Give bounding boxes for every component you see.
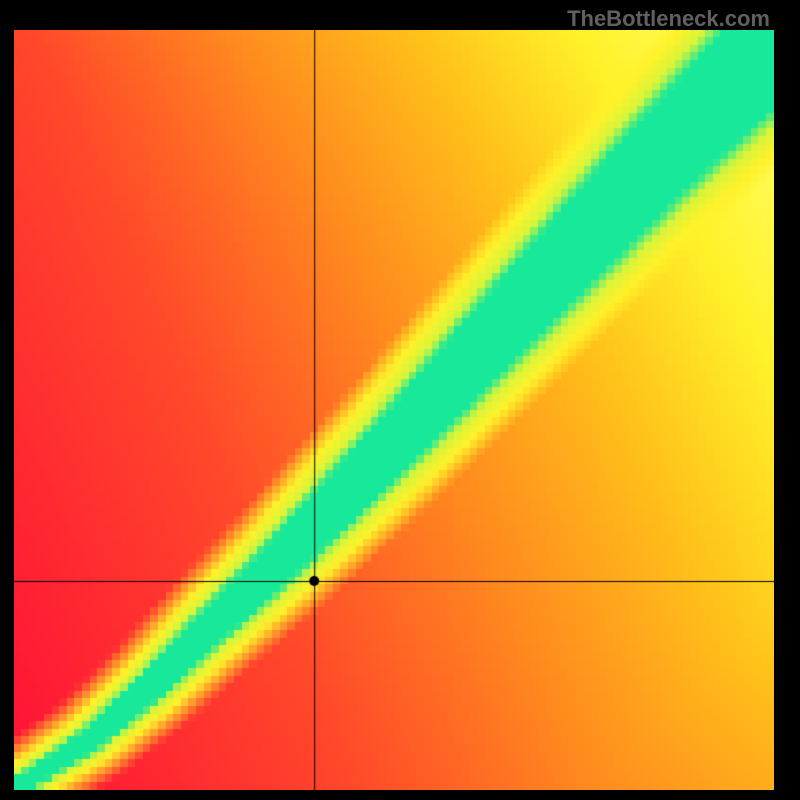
root-container: TheBottleneck.com	[0, 0, 800, 800]
heatmap-plot	[14, 30, 774, 790]
heatmap-canvas	[14, 30, 774, 790]
watermark-text: TheBottleneck.com	[567, 6, 770, 32]
